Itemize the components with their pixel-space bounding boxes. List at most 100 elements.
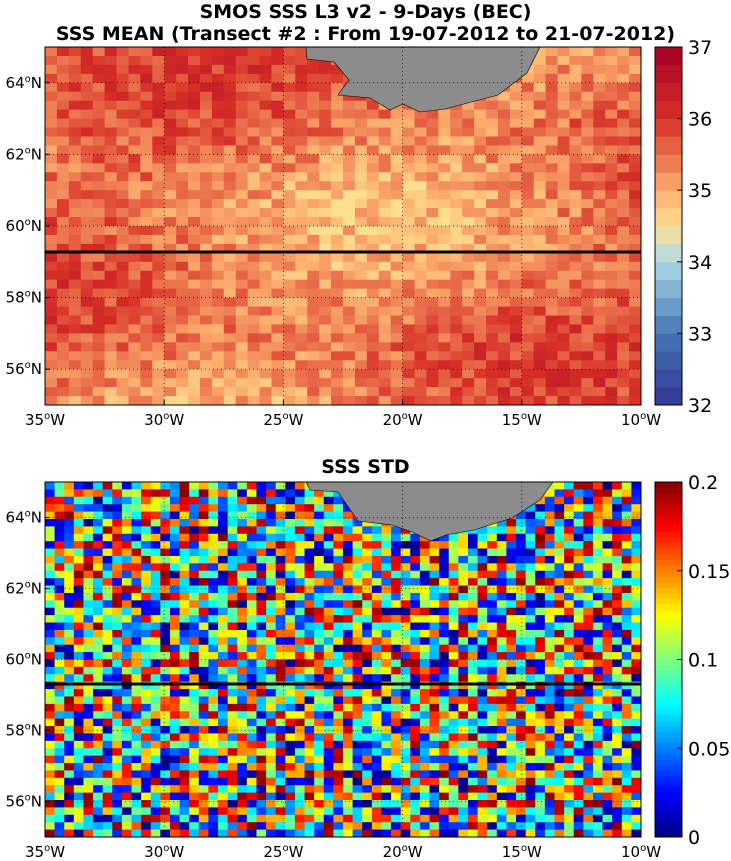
heatmap-cell — [581, 324, 594, 334]
heatmap-cell — [583, 652, 594, 660]
heatmap-cell — [211, 208, 225, 218]
heatmap-cell — [592, 822, 604, 831]
heatmap-cell — [199, 190, 213, 200]
heatmap-cell — [295, 306, 308, 316]
heatmap-cell — [83, 674, 94, 683]
colorbar-tick-label: 35 — [688, 180, 712, 202]
heatmap-cell — [497, 154, 511, 164]
heatmap-cell — [331, 73, 344, 84]
heatmap-cell — [179, 482, 190, 490]
heatmap-cell — [294, 792, 306, 801]
heatmap-cell — [176, 369, 189, 379]
heatmap-cell — [275, 659, 286, 668]
heatmap-cell — [343, 279, 356, 290]
heatmap-cell — [583, 511, 594, 520]
heatmap-cell — [319, 73, 332, 84]
heatmap-cell — [256, 644, 267, 653]
heatmap-cell — [112, 541, 123, 550]
heatmap-cell — [227, 629, 238, 638]
heatmap-cell — [429, 681, 440, 690]
heatmap-cell — [426, 288, 439, 299]
heatmap-cell — [450, 163, 463, 173]
heatmap-cell — [621, 570, 632, 579]
heatmap-cell — [208, 518, 219, 527]
heatmap-cell — [68, 47, 82, 57]
heatmap-cell — [45, 777, 56, 786]
heatmap-cell — [275, 777, 286, 786]
heatmap-cell — [631, 600, 641, 609]
heatmap-cell — [199, 163, 213, 173]
heatmap-cell — [199, 306, 213, 316]
heatmap-cell — [141, 526, 152, 535]
heatmap-cell — [581, 82, 594, 93]
heatmap-cell — [68, 181, 82, 191]
heatmap-cell — [211, 145, 225, 155]
heatmap-cell — [169, 726, 181, 734]
heatmap-cell — [121, 578, 133, 587]
heatmap-cell — [497, 109, 511, 120]
heatmap-cell — [414, 342, 427, 352]
heatmap-cell — [557, 288, 570, 299]
heatmap-cell — [160, 585, 171, 594]
heatmap-cell — [629, 145, 641, 155]
heatmap-cell — [294, 607, 306, 616]
heatmap-cell — [439, 681, 450, 690]
heatmap-cell — [331, 270, 344, 281]
heatmap-cell — [477, 629, 488, 638]
heatmap-cell — [102, 511, 113, 520]
heatmap-cell — [160, 518, 171, 527]
heatmap-cell — [354, 360, 368, 370]
heatmap-cell — [64, 711, 75, 720]
heatmap-cell — [343, 585, 354, 594]
heatmap-cell — [141, 511, 152, 520]
heatmap-cell — [128, 118, 141, 129]
heatmap-cell — [285, 748, 296, 757]
heatmap-cell — [237, 600, 248, 609]
heatmap-cell — [323, 504, 334, 513]
heatmap-cell — [92, 279, 106, 290]
heatmap-cell — [83, 681, 94, 690]
heatmap-cell — [80, 297, 94, 308]
heatmap-cell — [612, 644, 623, 653]
heatmap-cell — [583, 740, 594, 749]
heatmap-cell — [179, 526, 190, 535]
heatmap-cell — [121, 600, 133, 609]
heatmap-cell — [198, 807, 209, 816]
heatmap-cell — [93, 533, 104, 542]
heatmap-cell — [354, 315, 368, 325]
heatmap-cell — [400, 674, 411, 683]
heatmap-cell — [400, 615, 411, 624]
heatmap-cell — [237, 659, 248, 668]
heatmap-cell — [121, 629, 133, 638]
heatmap-cell — [554, 489, 565, 498]
heatmap-cell — [307, 396, 320, 405]
x-tick-label: 20oW — [383, 411, 423, 429]
heatmap-cell — [150, 807, 161, 816]
heatmap-cell — [179, 592, 190, 601]
heatmap-cell — [307, 226, 320, 236]
heatmap-cell — [176, 82, 189, 93]
heatmap-cell — [275, 585, 286, 594]
heatmap-cell — [235, 47, 249, 57]
colorbar-segment — [655, 387, 682, 406]
heatmap-cell — [621, 607, 632, 616]
heatmap-cell — [448, 570, 459, 579]
heatmap-cell — [402, 297, 416, 308]
heatmap-cell — [235, 333, 249, 343]
heatmap-cell — [128, 288, 141, 299]
heatmap-cell — [544, 681, 555, 690]
heatmap-cell — [458, 681, 469, 690]
heatmap-cell — [223, 270, 237, 281]
heatmap-cell — [378, 279, 392, 290]
heatmap-cell — [150, 733, 161, 742]
heatmap-cell — [573, 541, 584, 550]
heatmap-cell — [140, 243, 153, 254]
heatmap-cell — [400, 785, 411, 794]
heatmap-cell — [164, 234, 177, 245]
heatmap-cell — [583, 629, 594, 638]
heatmap-cell — [391, 814, 402, 823]
heatmap-cell — [169, 526, 181, 535]
heatmap-cell — [80, 199, 94, 209]
heatmap-cell — [333, 718, 344, 727]
heatmap-cell — [390, 396, 404, 405]
